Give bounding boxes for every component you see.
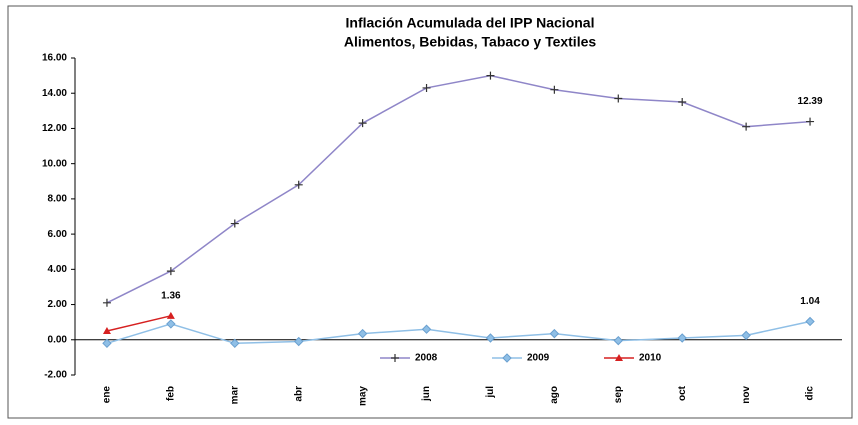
- marker: [358, 119, 367, 128]
- legend-label: 2010: [639, 353, 662, 364]
- marker: [166, 267, 175, 276]
- y-tick-label: 12.00: [42, 123, 67, 134]
- marker: [678, 98, 687, 107]
- marker: [806, 117, 815, 126]
- marker: [422, 83, 431, 92]
- marker: [613, 335, 623, 346]
- marker: [294, 180, 303, 189]
- marker: [549, 328, 560, 339]
- x-tick-label: nov: [741, 386, 752, 404]
- y-tick-label: 6.00: [48, 229, 68, 240]
- x-tick-label: may: [357, 386, 368, 406]
- x-tick-label: mar: [229, 386, 240, 404]
- chart-title: Inflación Acumulada del IPP Nacional: [346, 15, 595, 31]
- legend-label: 2008: [415, 353, 438, 364]
- marker: [485, 333, 496, 343]
- marker: [230, 338, 240, 349]
- y-tick-label: -2.00: [44, 370, 67, 381]
- marker: [502, 353, 512, 363]
- chart-subtitle: Alimentos, Bebidas, Tabaco y Textiles: [344, 34, 597, 50]
- data-label: 1.04: [800, 296, 820, 307]
- marker: [421, 324, 432, 334]
- x-tick-label: ago: [549, 386, 560, 404]
- y-tick-label: 2.00: [48, 299, 68, 310]
- chart-frame: [7, 5, 853, 419]
- marker: [486, 71, 495, 80]
- marker: [357, 328, 368, 339]
- x-tick-label: jul: [485, 386, 496, 399]
- y-tick-label: 14.00: [42, 88, 67, 99]
- marker: [230, 219, 239, 228]
- series-line: [106, 315, 172, 332]
- marker: [677, 333, 687, 343]
- marker: [102, 338, 112, 349]
- data-label: 1.36: [161, 290, 181, 301]
- marker: [615, 354, 623, 361]
- x-tick-label: oct: [677, 385, 688, 401]
- x-tick-label: jun: [421, 386, 432, 402]
- marker: [294, 336, 304, 347]
- y-tick-label: 16.00: [42, 53, 67, 64]
- y-tick-label: 8.00: [48, 194, 68, 205]
- marker: [614, 94, 623, 103]
- marker: [742, 122, 751, 131]
- y-tick-label: 10.00: [42, 158, 67, 169]
- x-tick-label: abr: [293, 386, 304, 402]
- marker: [805, 316, 815, 327]
- legend-label: 2009: [527, 353, 550, 364]
- marker: [102, 298, 111, 307]
- marker: [391, 354, 399, 362]
- x-tick-label: ene: [102, 386, 113, 404]
- marker: [102, 326, 111, 334]
- marker: [166, 311, 175, 319]
- marker: [741, 330, 751, 341]
- series-line: [106, 320, 811, 345]
- marker: [166, 319, 176, 329]
- y-tick-label: 4.00: [48, 264, 68, 275]
- marker: [550, 85, 559, 94]
- series-line: [106, 74, 811, 304]
- x-tick-label: sep: [613, 386, 624, 403]
- y-tick-label: 0.00: [48, 334, 68, 345]
- x-tick-label: feb: [166, 386, 177, 401]
- data-label: 12.39: [798, 96, 823, 107]
- x-tick-label: dic: [805, 386, 816, 401]
